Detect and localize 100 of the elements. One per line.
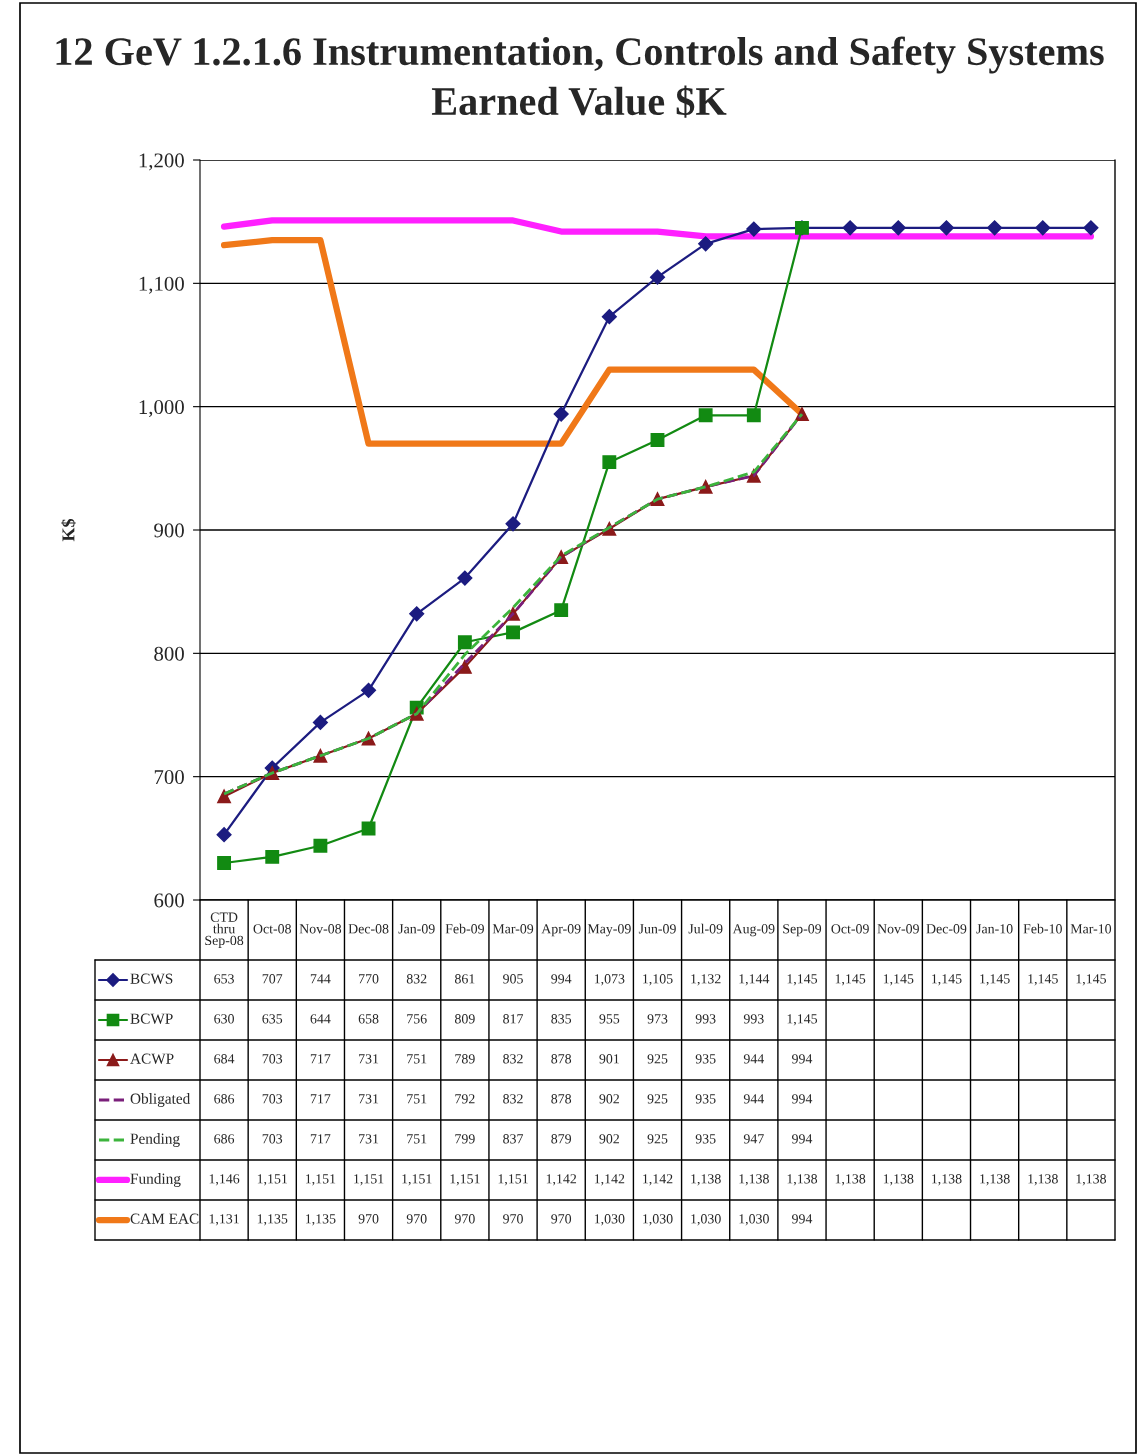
data-label: 658: [358, 1014, 379, 1024]
data-label: 1,145: [1076, 974, 1106, 986]
data-label: 878: [551, 1054, 572, 1064]
legend-label: Funding: [130, 1173, 181, 1187]
point: [746, 408, 761, 423]
data-label: 770: [359, 974, 379, 984]
data-label: 994: [551, 974, 572, 984]
data-label: 1,138: [739, 1174, 769, 1186]
data-label: 994: [792, 1094, 813, 1104]
x-tick-label: Oct-09: [831, 924, 869, 934]
point: [505, 516, 521, 532]
point: [698, 408, 713, 423]
chart-title: 12 GeV 1.2.1.6 Instrumentation, Controls and Safety Systems: [56, 36, 1104, 74]
x-tick-label: Oct-08: [253, 924, 291, 934]
data-label: 905: [503, 974, 523, 984]
data-label: 1,138: [932, 1174, 962, 1186]
legend-label: Obligated: [130, 1093, 191, 1107]
data-label: 1,146: [209, 1174, 240, 1186]
data-label: 1,151: [305, 1174, 336, 1186]
data-label: 947: [743, 1134, 764, 1144]
point: [987, 220, 1003, 236]
data-label: 902: [599, 1094, 619, 1104]
point: [506, 625, 520, 640]
data-label: 1,145: [835, 974, 866, 986]
data-label: 1,132: [691, 974, 721, 986]
data-label: 935: [695, 1054, 716, 1064]
data-label: 835: [551, 1014, 572, 1024]
data-label: 994: [792, 1054, 813, 1064]
data-label: 792: [455, 1094, 475, 1104]
data-label: 703: [262, 1094, 283, 1104]
data-label: 1,138: [835, 1174, 866, 1186]
x-tick-label: Mar-10: [1070, 924, 1112, 934]
data-label: 1,030: [594, 1214, 625, 1226]
data-label: 993: [743, 1014, 764, 1024]
legend-label: ACWP: [130, 1053, 174, 1064]
point: [601, 309, 617, 325]
data-label: 1,145: [932, 974, 962, 986]
x-tick-label: CTD thru Sep-08: [205, 912, 244, 948]
x-tick-label: May-09: [587, 924, 631, 937]
data-label: 1,145: [787, 1014, 818, 1026]
data-label: 970: [551, 1214, 572, 1224]
data-label: 644: [310, 1014, 331, 1024]
y-tick-label: 1,100: [139, 276, 184, 294]
data-label: 1,151: [257, 1174, 288, 1186]
data-label: 878: [551, 1094, 572, 1104]
data-label: 1,073: [594, 974, 625, 986]
data-label: 955: [599, 1014, 620, 1024]
legend-label: CAM EAC: [130, 1213, 199, 1224]
x-tick-label: Jul-09: [688, 923, 723, 934]
data-label: 944: [743, 1054, 765, 1064]
chart-subtitle: Earned Value $K: [431, 85, 727, 118]
data-label: 731: [359, 1094, 379, 1104]
data-label: 879: [551, 1134, 572, 1144]
point: [553, 406, 569, 422]
x-tick-label: Jan-10: [976, 924, 1013, 934]
data-label: 832: [406, 974, 427, 984]
data-label: 653: [214, 974, 234, 984]
y-tick-label: 800: [154, 646, 184, 661]
data-label: 973: [647, 1014, 668, 1024]
y-axis-title: K$: [61, 518, 76, 542]
y-tick-label: 700: [154, 770, 184, 785]
data-label: 944: [743, 1094, 765, 1104]
data-label: 756: [407, 1014, 427, 1024]
point: [313, 838, 328, 853]
data-label: 1,138: [787, 1174, 818, 1186]
data-label: 731: [359, 1134, 379, 1144]
data-label: 925: [647, 1054, 668, 1064]
data-label: 970: [406, 1214, 427, 1224]
point: [216, 827, 232, 843]
data-label: 1,138: [1076, 1174, 1107, 1186]
data-label: 901: [599, 1054, 619, 1064]
data-label: 1,142: [643, 1174, 673, 1186]
data-label: 970: [358, 1214, 379, 1224]
data-label: 902: [599, 1134, 619, 1144]
data-label: 717: [310, 1134, 331, 1144]
data-label: 970: [454, 1214, 475, 1224]
x-tick-label: Apr-09: [541, 924, 581, 937]
data-label: 1,135: [305, 1214, 336, 1226]
x-tick-label: Aug-09: [732, 924, 775, 937]
point: [698, 236, 714, 252]
point: [650, 433, 665, 447]
data-label: 1,135: [257, 1214, 288, 1226]
data-label: 935: [695, 1134, 716, 1144]
x-tick-label: Jun-09: [638, 924, 676, 934]
point: [746, 221, 762, 237]
data-label: 1,151: [498, 1174, 528, 1186]
data-label: 925: [647, 1134, 668, 1144]
point: [457, 659, 472, 674]
point: [457, 570, 473, 586]
point: [890, 220, 906, 236]
point: [1035, 220, 1051, 236]
point: [457, 635, 472, 650]
point: [217, 789, 232, 804]
x-tick-label: Nov-09: [877, 924, 919, 934]
legend-label: Pending: [130, 1133, 180, 1147]
point: [649, 269, 666, 285]
data-label: 1,030: [739, 1214, 769, 1226]
y-tick-label: 900: [154, 523, 184, 538]
data-label: 1,131: [209, 1214, 239, 1226]
data-label: 686: [214, 1094, 235, 1104]
